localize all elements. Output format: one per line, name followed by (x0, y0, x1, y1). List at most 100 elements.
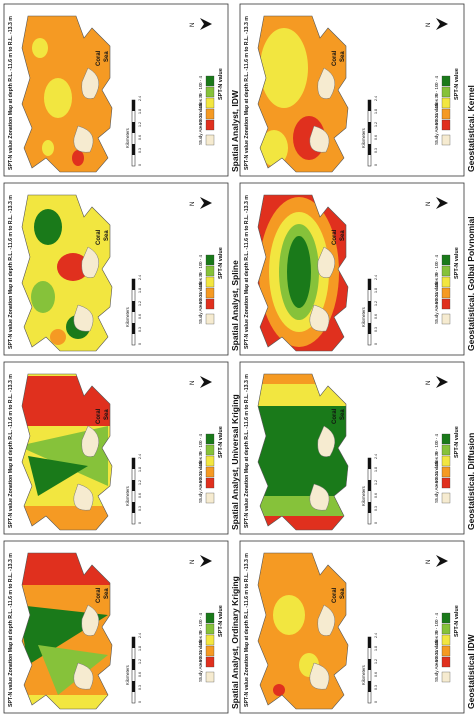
legend-swatch (205, 645, 215, 657)
coast-shape (73, 304, 94, 332)
legend-swatch (441, 634, 451, 646)
legend-swatch (205, 119, 215, 131)
legend-swatch (441, 287, 451, 299)
legend-class-label: 0 - 4 (198, 612, 203, 622)
scale-tick-label: 1.2 (374, 301, 378, 306)
coast-shape (317, 67, 336, 99)
coast-shape (309, 125, 330, 153)
scale-tick-label: 1.8 (138, 467, 142, 472)
scale-tick-label: 0.6 (374, 135, 378, 140)
legend-swatch (205, 97, 215, 109)
scale-tick-label: 0 (374, 701, 378, 703)
map-title: SPT-N value Zonation Map at depth R.L. -… (8, 374, 14, 528)
legend-swatch (205, 254, 215, 266)
zone-patch (44, 78, 72, 118)
sea-label: Sea (104, 588, 110, 599)
panel-caption: Spatial Analyst, Ordinary Kriging (230, 576, 240, 709)
legend-class-label: 31 - 49 (198, 461, 203, 476)
map-panel: SPT-N value Zonation Map at depth R.L. -… (3, 540, 240, 714)
legend-swatch (441, 455, 451, 467)
legend-swatch (205, 623, 215, 635)
scale-tick-label: 0 (374, 343, 378, 345)
scale-tick-label: 1.8 (138, 109, 142, 114)
north-arrow-icon (200, 555, 212, 567)
sea-label: Sea (340, 51, 346, 62)
zone-patch (42, 140, 54, 156)
scale-unit: Kilometers (125, 486, 130, 506)
legend-boundary-label: Study Area Boundaries (198, 456, 203, 503)
map-title: SPT-N value Zonation Map at depth R.L. -… (244, 553, 250, 707)
scale-bar-segment (368, 100, 371, 111)
zone-patch (258, 374, 348, 384)
scale-tick-label: 0.3 (374, 148, 378, 153)
scale-bar-segment (368, 144, 371, 155)
legend-class-label: 11 - 30 (198, 451, 203, 465)
panel-caption: Geostatistical IDW (466, 633, 474, 709)
scale-tick-label: 1.8 (374, 109, 378, 114)
scale-unit: Kilometers (361, 128, 366, 148)
north-arrow-icon (200, 18, 212, 30)
legend-class-label: 11 - 30 (434, 630, 439, 644)
sea-label: Coral (332, 408, 338, 424)
coast-shape (73, 483, 94, 511)
scale-bar-segment (132, 100, 135, 111)
scale-bar-segment (368, 659, 371, 670)
scale-bar-segment (132, 480, 135, 491)
scale-tick-label: 0.6 (138, 493, 142, 498)
north-label: N (190, 381, 196, 385)
legend-swatch (441, 134, 451, 146)
north-label: N (426, 23, 432, 27)
study-area-outline (257, 552, 349, 710)
legend-class-label: 5 - 10 (434, 621, 439, 633)
legend-class-label: 0 - 4 (198, 254, 203, 264)
sea-label: Coral (332, 229, 338, 245)
north-label: N (426, 560, 432, 564)
sea-label: Sea (104, 51, 110, 62)
zone-patch (72, 150, 84, 166)
sea-label: Sea (340, 588, 346, 599)
north-label: N (190, 23, 196, 27)
legend-swatch (441, 86, 451, 98)
legend-class-label: 31 - 49 (198, 282, 203, 297)
legend-swatch (441, 623, 451, 635)
scale-bar-segment (132, 301, 135, 312)
scale-tick-label: 1.8 (138, 646, 142, 651)
sea-label: Sea (104, 409, 110, 420)
legend-swatch (441, 671, 451, 683)
sea-label: Sea (340, 230, 346, 241)
scale-tick-label: 1.8 (138, 288, 142, 293)
legend-class-label: > 50 (434, 120, 439, 129)
north-arrow-icon (436, 18, 448, 30)
north-label: N (190, 560, 196, 564)
legend-class-label: 5 - 10 (198, 621, 203, 633)
scale-tick-label: 0 (138, 522, 142, 524)
scale-tick-label: 0.6 (138, 672, 142, 677)
legend-swatch (441, 466, 451, 478)
zone-patch (50, 329, 66, 345)
map-title: SPT-N value Zonation Map at depth R.L. -… (8, 16, 14, 170)
legend-class-label: 11 - 30 (434, 272, 439, 286)
coast-shape (309, 662, 330, 690)
scale-unit: Kilometers (361, 665, 366, 685)
north-label: N (190, 202, 196, 206)
legend-swatch (441, 477, 451, 489)
legend-swatch (205, 298, 215, 310)
study-area-outline (21, 15, 113, 173)
panel-caption: Spatial Analyst, Universal Kriging (230, 394, 240, 530)
map-panel: SPT-N value Zonation Map at depth R.L. -… (3, 361, 240, 535)
scale-bar-segment (368, 502, 371, 513)
scale-bar-segment (132, 144, 135, 155)
map-title: SPT-N value Zonation Map at depth R.L. -… (244, 16, 250, 170)
scale-unit: Kilometers (125, 665, 130, 685)
sea-label: Coral (96, 229, 102, 245)
scale-tick-label: 0.3 (138, 506, 142, 511)
zone-patch (31, 281, 55, 313)
scale-tick-label: 1.2 (374, 480, 378, 485)
legend-swatch (441, 298, 451, 310)
north-arrow-icon (200, 197, 212, 209)
study-area-outline (257, 194, 349, 352)
coast-shape (73, 662, 94, 690)
scale-unit: Kilometers (125, 307, 130, 327)
coast-shape (309, 304, 330, 332)
scale-unit: Kilometers (361, 307, 366, 327)
